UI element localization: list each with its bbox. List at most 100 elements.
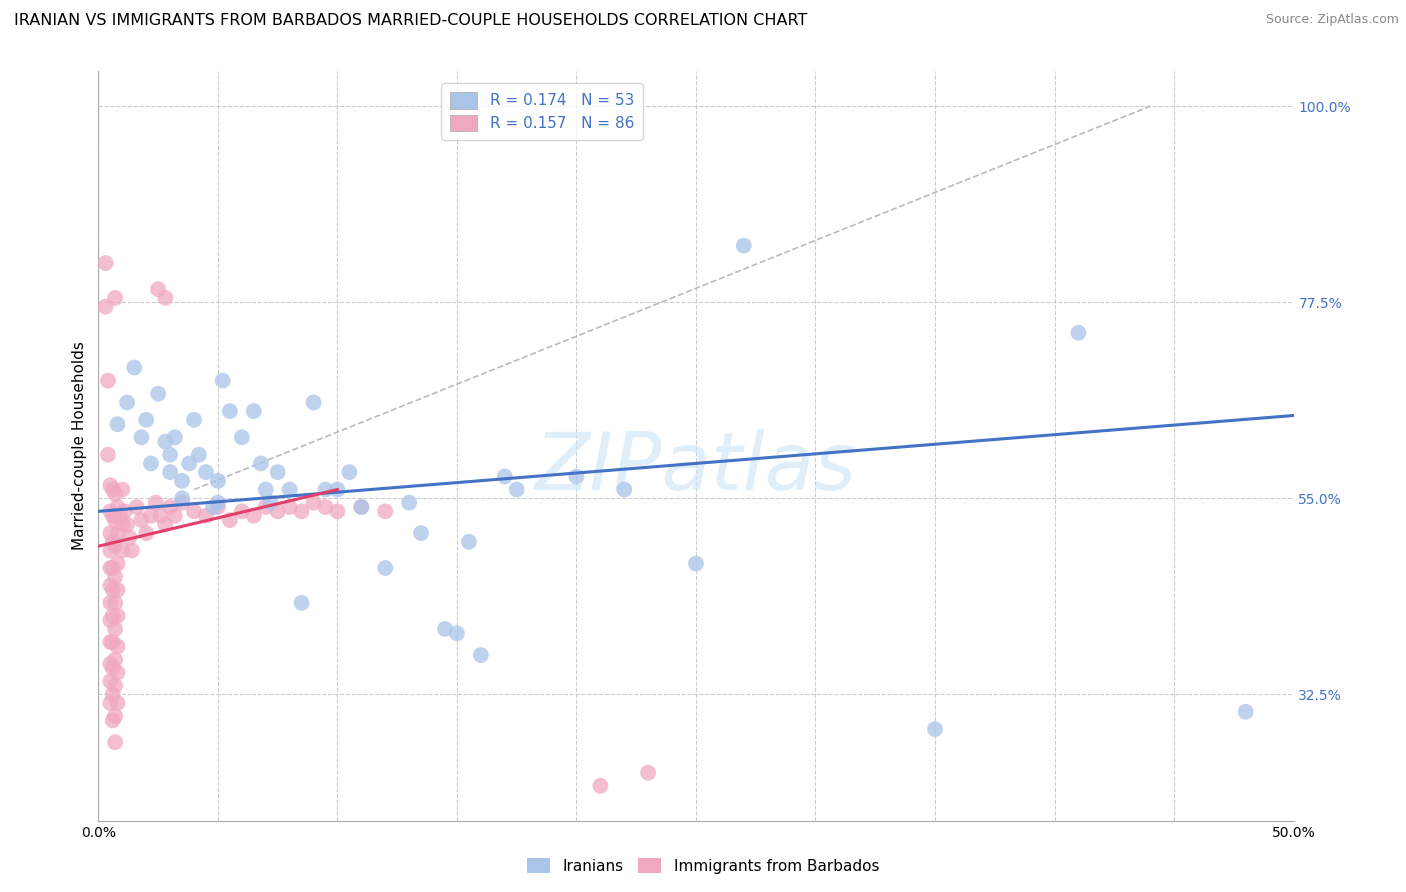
Point bbox=[101, 483, 124, 497]
Point bbox=[101, 508, 124, 523]
Point bbox=[195, 508, 218, 523]
Point bbox=[148, 282, 170, 296]
Point bbox=[135, 413, 157, 427]
Point bbox=[98, 674, 122, 689]
Point bbox=[291, 504, 314, 518]
Point bbox=[494, 469, 516, 483]
Point bbox=[107, 500, 129, 514]
Point bbox=[506, 483, 529, 497]
Point bbox=[111, 483, 134, 497]
Point bbox=[179, 457, 201, 471]
Point bbox=[1234, 705, 1257, 719]
Point bbox=[114, 504, 136, 518]
Point bbox=[250, 457, 273, 471]
Point bbox=[315, 500, 337, 514]
Point bbox=[104, 679, 127, 693]
Point bbox=[98, 543, 122, 558]
Point bbox=[101, 635, 124, 649]
Point bbox=[131, 513, 153, 527]
Point bbox=[104, 487, 127, 501]
Point bbox=[231, 504, 253, 518]
Point bbox=[101, 661, 124, 675]
Point bbox=[115, 395, 138, 409]
Point bbox=[278, 483, 301, 497]
Point bbox=[411, 526, 433, 541]
Point bbox=[107, 665, 129, 680]
Point bbox=[139, 457, 162, 471]
Point bbox=[97, 448, 120, 462]
Point bbox=[155, 434, 177, 449]
Y-axis label: Married-couple Households: Married-couple Households bbox=[72, 342, 87, 550]
Point bbox=[350, 500, 373, 514]
Point bbox=[115, 517, 138, 532]
Point bbox=[104, 570, 127, 584]
Point bbox=[733, 238, 755, 252]
Legend: Iranians, Immigrants from Barbados: Iranians, Immigrants from Barbados bbox=[520, 852, 886, 880]
Point bbox=[326, 483, 349, 497]
Point bbox=[104, 709, 127, 723]
Point bbox=[118, 531, 141, 545]
Point bbox=[1067, 326, 1090, 340]
Point bbox=[108, 508, 131, 523]
Point bbox=[149, 508, 172, 523]
Point bbox=[111, 543, 134, 558]
Point bbox=[231, 430, 253, 444]
Point bbox=[243, 404, 266, 418]
Point bbox=[98, 504, 122, 518]
Point bbox=[101, 534, 124, 549]
Point bbox=[446, 626, 468, 640]
Point bbox=[267, 504, 290, 518]
Point bbox=[163, 430, 186, 444]
Point bbox=[163, 508, 186, 523]
Point bbox=[98, 657, 122, 671]
Point bbox=[107, 526, 129, 541]
Text: ZIPatlas: ZIPatlas bbox=[534, 429, 858, 508]
Point bbox=[219, 404, 242, 418]
Point bbox=[183, 413, 205, 427]
Point bbox=[98, 478, 122, 492]
Point bbox=[350, 500, 373, 514]
Point bbox=[159, 448, 181, 462]
Point bbox=[219, 513, 242, 527]
Point bbox=[101, 561, 124, 575]
Point bbox=[254, 483, 277, 497]
Point bbox=[98, 696, 122, 710]
Point bbox=[398, 495, 420, 509]
Point bbox=[107, 582, 129, 597]
Point bbox=[374, 561, 396, 575]
Point bbox=[172, 474, 194, 488]
Point bbox=[172, 495, 194, 509]
Point bbox=[315, 483, 337, 497]
Point bbox=[135, 526, 157, 541]
Point bbox=[326, 504, 349, 518]
Point bbox=[613, 483, 636, 497]
Point bbox=[339, 465, 361, 479]
Point bbox=[131, 430, 153, 444]
Point bbox=[145, 495, 167, 509]
Point bbox=[685, 557, 707, 571]
Text: Source: ZipAtlas.com: Source: ZipAtlas.com bbox=[1265, 13, 1399, 27]
Point bbox=[94, 300, 117, 314]
Point bbox=[107, 608, 129, 623]
Point bbox=[104, 291, 127, 305]
Point bbox=[924, 722, 946, 736]
Point bbox=[195, 465, 218, 479]
Point bbox=[159, 465, 181, 479]
Point bbox=[107, 417, 129, 432]
Point bbox=[183, 504, 205, 518]
Point bbox=[291, 596, 314, 610]
Point bbox=[98, 596, 122, 610]
Point bbox=[470, 648, 492, 662]
Point bbox=[107, 696, 129, 710]
Point bbox=[155, 517, 177, 532]
Point bbox=[101, 582, 124, 597]
Point bbox=[207, 474, 229, 488]
Point bbox=[155, 291, 177, 305]
Point bbox=[104, 539, 127, 553]
Point bbox=[243, 508, 266, 523]
Point bbox=[637, 765, 659, 780]
Point bbox=[139, 508, 162, 523]
Point bbox=[111, 517, 134, 532]
Point bbox=[104, 596, 127, 610]
Point bbox=[98, 526, 122, 541]
